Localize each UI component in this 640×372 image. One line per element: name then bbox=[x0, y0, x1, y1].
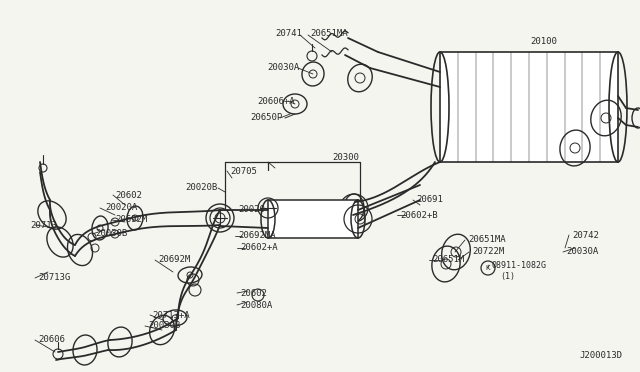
Bar bbox=[440, 52, 618, 162]
Text: 20722M: 20722M bbox=[472, 247, 504, 257]
Text: 20030B: 20030B bbox=[95, 230, 127, 238]
Text: 20650P: 20650P bbox=[251, 113, 283, 122]
Text: 20020: 20020 bbox=[238, 205, 265, 215]
Text: 20020A: 20020A bbox=[105, 203, 137, 212]
Text: 20100: 20100 bbox=[530, 38, 557, 46]
Text: 20651MA: 20651MA bbox=[310, 29, 348, 38]
Text: (1): (1) bbox=[500, 272, 515, 280]
Bar bbox=[268, 200, 358, 238]
Text: 20713: 20713 bbox=[30, 221, 57, 230]
Text: 20651M: 20651M bbox=[432, 256, 464, 264]
Text: 20030B: 20030B bbox=[148, 321, 180, 330]
Text: 20692M: 20692M bbox=[115, 215, 147, 224]
Text: 20606: 20606 bbox=[38, 336, 65, 344]
Text: 20030A: 20030A bbox=[566, 247, 598, 257]
Text: 20606+A: 20606+A bbox=[257, 96, 295, 106]
Text: J200013D: J200013D bbox=[579, 350, 622, 359]
Text: 20020B: 20020B bbox=[186, 183, 218, 192]
Text: 20602+A: 20602+A bbox=[240, 244, 278, 253]
Text: 20691: 20691 bbox=[416, 196, 443, 205]
Text: 20705: 20705 bbox=[230, 167, 257, 176]
Text: 20713+A: 20713+A bbox=[152, 311, 189, 320]
Text: 20692MA: 20692MA bbox=[238, 231, 276, 241]
Text: 20602+B: 20602+B bbox=[400, 211, 438, 219]
Text: 20741: 20741 bbox=[275, 29, 302, 38]
Text: 20742: 20742 bbox=[572, 231, 599, 240]
Text: K: K bbox=[486, 265, 490, 271]
Text: 20651MA: 20651MA bbox=[468, 235, 506, 244]
Text: 20602: 20602 bbox=[240, 289, 267, 298]
Text: 20300: 20300 bbox=[332, 154, 359, 163]
Text: 20713G: 20713G bbox=[38, 273, 70, 282]
Text: 20030A: 20030A bbox=[268, 64, 300, 73]
Text: 20692M: 20692M bbox=[158, 256, 190, 264]
Text: 08911-1082G: 08911-1082G bbox=[492, 260, 547, 269]
Text: 20080A: 20080A bbox=[240, 301, 272, 310]
Text: 20602: 20602 bbox=[115, 190, 142, 199]
